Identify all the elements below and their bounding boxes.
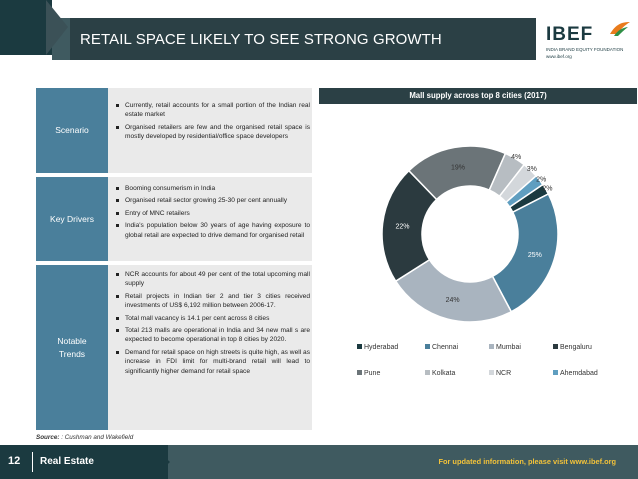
legend-item-hyderabad: Hyderabad bbox=[357, 344, 398, 351]
bullets-scenario: Currently, retail accounts for a small p… bbox=[108, 88, 312, 173]
donut-chart: 2% 25% 24% 22% 19% 4% 3% 2% Hyderabad Chennai Mum… bbox=[319, 104, 637, 407]
ibef-tagline: INDIA BRAND EQUITY FOUNDATION bbox=[546, 47, 624, 52]
donut-label-ahemdabad: 2% bbox=[536, 176, 546, 183]
footer-chevron bbox=[152, 445, 170, 479]
section-label-key-drivers: Key Drivers bbox=[36, 177, 108, 261]
donut-label-kolkata: 4% bbox=[511, 154, 521, 161]
legend-item-bengaluru: Bengaluru bbox=[553, 344, 592, 351]
legend-swatch bbox=[425, 344, 430, 349]
bullet-item: NCR accounts for about 49 per cent of th… bbox=[108, 270, 312, 289]
footer-divider bbox=[32, 452, 33, 472]
legend-item-pune: Pune bbox=[357, 370, 380, 377]
bullet-item: Organised retailers are few and the orga… bbox=[108, 123, 312, 142]
source-note: Source: : Cushman and Wakefield bbox=[36, 434, 133, 441]
donut-label-chennai: 25% bbox=[528, 252, 542, 259]
ibef-logo[interactable]: IBEF bbox=[546, 24, 594, 45]
bullet-item: Demand for retail space on high streets … bbox=[108, 348, 312, 376]
donut-label-bengaluru: 22% bbox=[395, 223, 409, 230]
donut-slice-ahemdabad bbox=[504, 174, 544, 209]
legend-label: Chennai bbox=[432, 344, 459, 351]
bullet-item: Booming consumerism in India bbox=[108, 184, 312, 193]
legend-item-ncr: NCR bbox=[489, 370, 511, 377]
ibef-bird-icon bbox=[610, 22, 630, 36]
bullet-item: Retail projects in Indian tier 2 and tie… bbox=[108, 292, 312, 311]
ibef-url[interactable]: www.ibef.org bbox=[546, 54, 572, 59]
donut-slice-chennai bbox=[491, 192, 559, 313]
legend-swatch bbox=[553, 344, 558, 349]
legend-label: Bengaluru bbox=[560, 344, 592, 351]
legend-label: Ahemdabad bbox=[560, 370, 598, 377]
legend-swatch bbox=[489, 344, 494, 349]
bullet-item: Entry of MNC retailers bbox=[108, 209, 312, 218]
bullets-key-drivers: Booming consumerism in India Organised r… bbox=[108, 177, 312, 261]
footer-website-link[interactable]: For updated information, please visit ww… bbox=[438, 457, 616, 466]
donut-label-mumbai: 24% bbox=[446, 297, 460, 304]
section-label-text: Notable Trends bbox=[57, 335, 87, 359]
legend-swatch bbox=[357, 370, 362, 375]
legend-swatch bbox=[553, 370, 558, 375]
source-label: Source: bbox=[36, 434, 60, 441]
legend-swatch bbox=[425, 370, 430, 375]
bullet-item: Total mall vacancy is 14.1 per cent acro… bbox=[108, 314, 312, 323]
donut-label-pune: 19% bbox=[451, 165, 465, 172]
title-chevron bbox=[46, 0, 68, 55]
footer-right-band bbox=[168, 445, 638, 479]
page-title: RETAIL SPACE LIKELY TO SEE STRONG GROWTH bbox=[80, 31, 442, 48]
section-label-notable-trends: Notable Trends bbox=[36, 265, 108, 430]
legend-swatch bbox=[357, 344, 362, 349]
bullets-notable-trends: NCR accounts for about 49 per cent of th… bbox=[108, 265, 312, 430]
source-text: : Cushman and Wakefield bbox=[61, 434, 134, 441]
bullet-item: Organised retail sector growing 25-30 pe… bbox=[108, 196, 312, 205]
legend-label: Kolkata bbox=[432, 370, 456, 377]
legend-item-ahemdabad: Ahemdabad bbox=[553, 370, 598, 377]
donut-chart-svg: 2% 25% 24% 22% 19% 4% 3% 2% bbox=[381, 145, 559, 323]
bullet-item: Total 213 malls are operational in India… bbox=[108, 326, 312, 345]
header-accent bbox=[0, 0, 52, 55]
legend-label: Hyderabad bbox=[364, 344, 399, 351]
bullet-item: Currently, retail accounts for a small p… bbox=[108, 101, 312, 120]
title-band bbox=[52, 18, 536, 60]
legend-label: NCR bbox=[496, 370, 512, 377]
footer-sector: Real Estate bbox=[40, 456, 94, 467]
section-label-scenario: Scenario bbox=[36, 88, 108, 173]
legend-item-chennai: Chennai bbox=[425, 344, 458, 351]
chart-title: Mall supply across top 8 cities (2017) bbox=[319, 88, 637, 104]
legend-item-mumbai: Mumbai bbox=[489, 344, 521, 351]
legend-item-kolkata: Kolkata bbox=[425, 370, 455, 377]
donut-label-ncr: 3% bbox=[527, 166, 537, 173]
page-number: 12 bbox=[8, 455, 21, 467]
legend-label: Pune bbox=[364, 370, 381, 377]
legend-label: Mumbai bbox=[496, 344, 521, 351]
legend-swatch bbox=[489, 370, 494, 375]
bullet-item: India's population below 30 years of age… bbox=[108, 221, 312, 240]
donut-label-hyderabad: 2% bbox=[542, 186, 552, 193]
